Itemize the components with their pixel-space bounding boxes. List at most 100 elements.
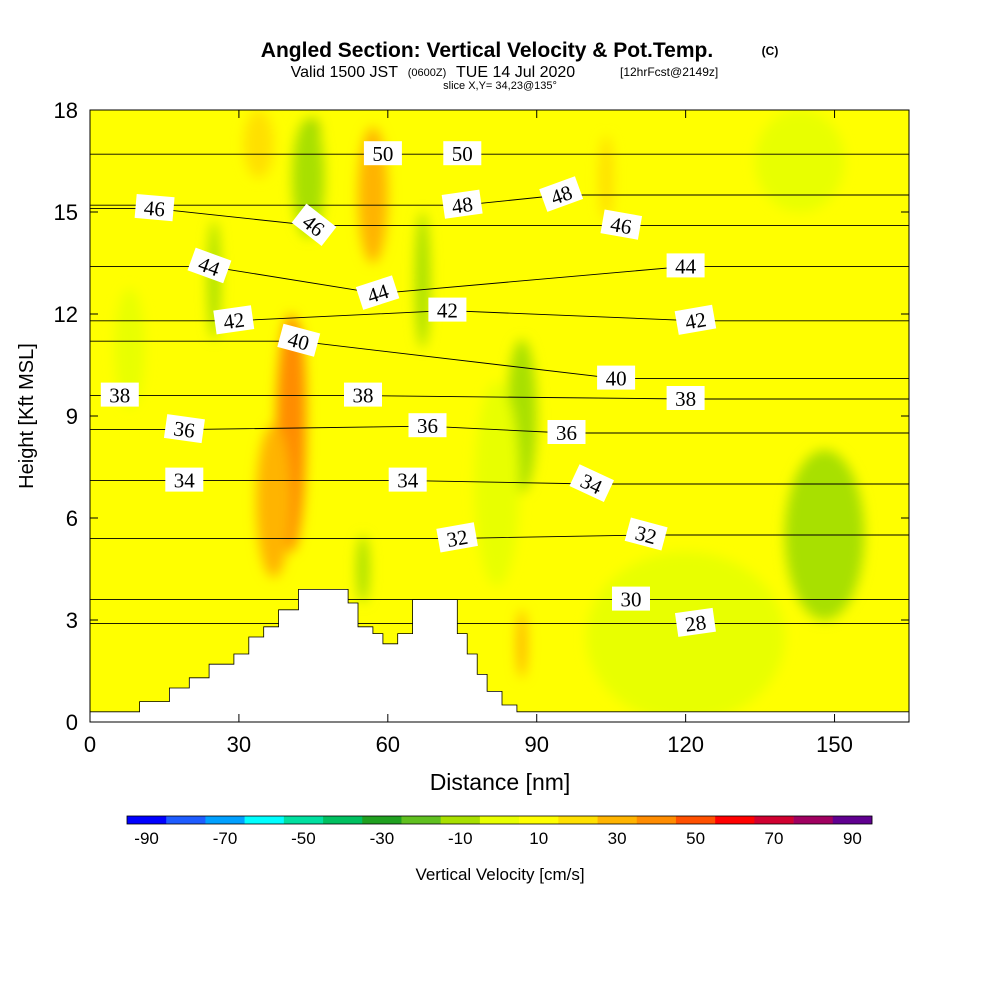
title-block: Angled Section: Vertical Velocity & Pot.… — [261, 39, 779, 92]
colorbar-tick-label: -10 — [448, 829, 473, 848]
x-tick-label: 60 — [376, 732, 400, 757]
isentrope-label-box — [600, 209, 643, 240]
y-tick-label: 6 — [66, 506, 78, 531]
colorbar-swatch — [479, 816, 520, 824]
isentrope-label-text: 36 — [417, 414, 438, 438]
velocity-region-15 — [207, 220, 221, 340]
isentrope-label-box — [165, 467, 204, 492]
colorbar-tick-label: -30 — [370, 829, 395, 848]
y-tick-label: 12 — [54, 302, 78, 327]
isentrope-label-text: 50 — [452, 142, 473, 166]
colorbar-swatch — [362, 816, 402, 824]
valid-time-prefix: Valid 1500 JST — [291, 64, 399, 81]
isentrope-label-9: 36 — [547, 420, 586, 445]
velocity-region-16 — [114, 288, 145, 408]
isentrope-label-24: 48 — [441, 189, 483, 219]
colorbar — [126, 815, 873, 825]
colorbar-swatch — [244, 816, 285, 824]
isentrope-label-box — [624, 517, 668, 551]
isentrope-label-box — [134, 193, 175, 222]
isentrope-label-20: 44 — [666, 253, 705, 278]
y-tick-label: 0 — [66, 710, 78, 735]
colorbar-swatch — [636, 816, 677, 824]
valid-time-utc: (0600Z) — [408, 67, 447, 79]
isentrope-label-box — [277, 323, 321, 357]
colorbar-tick-label: 70 — [765, 829, 784, 848]
colorbar-swatch — [205, 816, 245, 824]
velocity-region-12 — [755, 110, 845, 212]
isentrope-label-26: 50 — [363, 141, 402, 166]
isentrope-label-box — [428, 297, 467, 322]
x-axis: 0 30 60 90 120 150 — [84, 110, 853, 757]
isentrope-label-box — [213, 305, 255, 335]
isentrope-label-box — [547, 420, 586, 444]
velocity-region-3 — [256, 424, 292, 578]
x-tick-label: 150 — [816, 732, 853, 757]
isentrope-label-box — [163, 414, 205, 444]
colorbar-swatch — [440, 816, 481, 824]
isentrope-label-box — [674, 304, 717, 335]
isentrope-label-box — [441, 189, 483, 219]
velocity-region-14 — [243, 110, 274, 178]
isentrope-label-box — [355, 275, 400, 310]
colorbar-swatch — [597, 816, 638, 824]
colorbar-tick-label: 90 — [843, 829, 862, 848]
velocity-region-8 — [474, 382, 520, 586]
isentrope-label-14: 40 — [597, 365, 636, 391]
colorbar-swatch — [127, 816, 167, 824]
colorbar-frame — [126, 815, 873, 825]
isentrope-label-10: 38 — [100, 382, 139, 408]
isentrope-label-5: 34 — [388, 467, 427, 493]
isentrope-label-text: 46 — [143, 196, 166, 222]
isentrope-label-text: 28 — [684, 610, 708, 637]
colorbar-tick-label: 10 — [529, 829, 548, 848]
isentrope-48 — [90, 194, 909, 206]
terrain-mask — [90, 589, 909, 722]
isentrope-label-box — [344, 382, 382, 407]
forecast-info: [12hrFcst@2149z] — [620, 65, 718, 79]
isentrope-label-7: 36 — [163, 414, 205, 444]
isentrope-label-21: 46 — [134, 193, 175, 222]
colorbar-swatch — [401, 816, 441, 824]
isentrope-label-text: 42 — [683, 307, 708, 334]
isentrope-label-23: 46 — [600, 209, 643, 240]
isentrope-label-3: 32 — [624, 517, 668, 551]
isentrope-label-15: 42 — [213, 305, 255, 335]
y-axis-title: Height [Kft MSL] — [16, 343, 38, 489]
y-tick-label: 3 — [66, 608, 78, 633]
chart-title: Angled Section: Vertical Velocity & Pot.… — [261, 39, 713, 62]
isentrope-label-text: 34 — [397, 469, 419, 493]
isentrope-label-box — [100, 382, 139, 407]
isentrope-label-11: 38 — [344, 382, 382, 408]
isentrope-label-text: 48 — [450, 192, 474, 219]
velocity-region-17 — [415, 212, 431, 348]
isentrope-label-text: 50 — [372, 142, 393, 166]
isentrope-label-1: 30 — [612, 586, 650, 612]
isentrope-label-box — [539, 176, 584, 212]
x-axis-title: Distance [nm] — [430, 769, 571, 795]
isentrope-label-13: 40 — [277, 323, 321, 357]
colorbar-swatch — [754, 816, 794, 824]
isentrope-label-box — [597, 365, 636, 390]
isentrope-label-4: 34 — [165, 467, 204, 493]
isentrope-label-text: 32 — [445, 525, 470, 552]
isentrope-label-text: 40 — [606, 367, 627, 391]
slice-info: slice X,Y= 34,23@135° — [443, 80, 557, 92]
colorbar-swatch — [675, 816, 716, 824]
isentrope-label-text: 36 — [556, 421, 577, 445]
colorbar-swatch — [283, 816, 324, 824]
colorbar-tick-label: -70 — [213, 829, 238, 848]
isentrope-label-text: 44 — [675, 254, 697, 278]
isentrope-label-box — [291, 203, 337, 246]
colorbar-tick-label: -50 — [291, 829, 316, 848]
velocity-region-18 — [516, 609, 527, 678]
colorbar-tick-labels: -90 -70 -50 -30 -10 10 30 50 70 90 — [134, 829, 862, 848]
isentrope-label-16: 42 — [428, 297, 467, 323]
colorbar-tick-label: 30 — [608, 829, 627, 848]
isentrope-label-box — [363, 141, 402, 166]
isentrope-label-text: 46 — [609, 212, 634, 239]
colorbar-swatch — [519, 816, 559, 824]
valid-date: TUE 14 Jul 2020 — [456, 64, 575, 81]
